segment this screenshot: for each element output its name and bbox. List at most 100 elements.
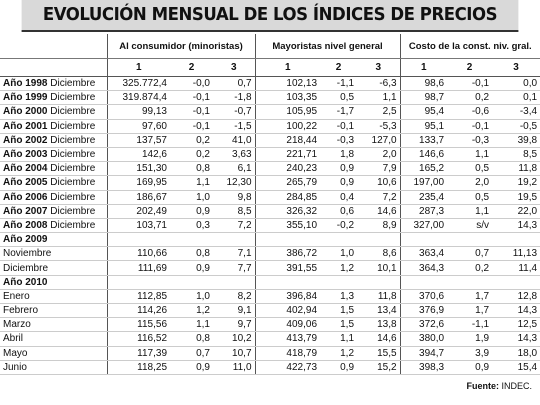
cell: 10,1 xyxy=(357,260,401,276)
cell: 0,9 xyxy=(170,360,213,375)
cell: 10,2 xyxy=(213,331,256,347)
cell: 0,6 xyxy=(320,204,358,219)
price-table: Al consumidor (minoristas) Mayoristas ni… xyxy=(0,34,540,375)
cell: 0,9 xyxy=(170,204,213,219)
cell: 0,8 xyxy=(170,331,213,347)
table-row: Febrero 114,26 1,2 9,1 402,94 1,5 13,4 376,9 1,7… xyxy=(0,303,540,319)
cell: 240,23 xyxy=(254,161,321,177)
cell: 0,5 xyxy=(447,161,493,177)
cell: 142,6 xyxy=(106,147,170,163)
cell: 7,9 xyxy=(357,161,401,177)
cell: 102,13 xyxy=(254,76,321,92)
cell: -0,1 xyxy=(447,76,493,92)
cell: 0,8 xyxy=(170,161,213,177)
sub-header: 1 xyxy=(399,58,448,77)
row-year: Año 2000 xyxy=(3,106,48,118)
sub-header: 1 xyxy=(106,58,170,77)
cell: 376,9 xyxy=(399,303,448,319)
row-month: Diciembre xyxy=(50,120,96,132)
cell: 380,0 xyxy=(399,331,448,347)
sub-header: 1 xyxy=(254,58,321,77)
cell: 7,7 xyxy=(213,260,256,276)
cell: 319.874,4 xyxy=(106,90,170,106)
cell: 363,4 xyxy=(399,246,448,262)
cell: 1,5 xyxy=(320,317,358,333)
cell: 7,1 xyxy=(213,246,256,262)
row-year: Año 2001 xyxy=(3,120,48,132)
table-row: Marzo 115,56 1,1 9,7 409,06 1,5 13,8 372,6 -1,1 1… xyxy=(0,317,540,333)
cell: 1,2 xyxy=(320,260,358,276)
cell: 111,69 xyxy=(106,260,170,276)
cell: -5,3 xyxy=(357,119,401,134)
cell: 14,3 xyxy=(492,331,540,347)
cell: 118,25 xyxy=(106,360,170,375)
cell: 14,6 xyxy=(357,331,401,347)
cell: 1,5 xyxy=(320,303,358,319)
row-label: Año 2004 Diciembre xyxy=(0,161,107,177)
cell: -0,1 xyxy=(170,104,213,120)
cell: 39,8 xyxy=(492,133,540,148)
cell: 116,52 xyxy=(106,331,170,347)
cell: 1,1 xyxy=(447,147,493,163)
cell: 3,63 xyxy=(213,147,256,163)
cell: 235,4 xyxy=(399,190,448,205)
row-month: Marzo xyxy=(3,319,31,331)
cell: -1,1 xyxy=(320,76,358,92)
cell: -1,5 xyxy=(213,119,256,134)
row-label: Año 2002 Diciembre xyxy=(0,133,107,148)
cell: 364,3 xyxy=(399,260,448,276)
row-year: Año 2003 xyxy=(3,149,48,161)
cell: 11,4 xyxy=(492,260,540,276)
cell: 9,8 xyxy=(213,190,256,205)
cell: 103,35 xyxy=(254,90,321,106)
cell: 146,6 xyxy=(399,147,448,163)
cell: 221,71 xyxy=(254,147,321,163)
section-spacer xyxy=(254,232,401,248)
row-month: Diciembre xyxy=(50,191,96,203)
section-spacer xyxy=(399,275,540,290)
cell: 1,9 xyxy=(447,331,493,347)
group-header: Al consumidor (minoristas) xyxy=(106,34,256,59)
cell: 284,85 xyxy=(254,190,321,205)
cell: 13,8 xyxy=(357,317,401,333)
cell: -6,3 xyxy=(357,76,401,92)
cell: 0,5 xyxy=(320,90,358,106)
footer-source: INDEC. xyxy=(501,380,532,391)
cell: -0,3 xyxy=(320,133,358,148)
cell: 8,2 xyxy=(213,289,256,305)
row-label: Diciembre xyxy=(0,260,107,276)
row-label: Junio xyxy=(0,360,107,375)
group-header: Mayoristas nivel general xyxy=(254,34,401,59)
row-month: Diciembre xyxy=(50,205,96,217)
cell: 398,3 xyxy=(399,360,448,375)
table-row: Diciembre 111,69 0,9 7,7 391,55 1,2 10,1 364,3 0… xyxy=(0,260,540,276)
table-row: Año 1998 Diciembre 325.772,4 -0,0 0,7 102,13… xyxy=(0,76,540,92)
row-month: Abril xyxy=(3,333,24,345)
section-label: Año 2009 xyxy=(0,232,107,248)
table-row: Año 2006 Diciembre 186,67 1,0 9,8 284,85 0,4 7… xyxy=(0,190,540,205)
cell: 165,2 xyxy=(399,161,448,177)
cell: 22,0 xyxy=(492,204,540,219)
cell: 370,6 xyxy=(399,289,448,305)
row-month: Diciembre xyxy=(50,163,96,175)
cell: 1,7 xyxy=(447,303,493,319)
row-label: Año 2001 Diciembre xyxy=(0,119,107,134)
row-year: Año 2002 xyxy=(3,134,48,146)
cell: 6,1 xyxy=(213,161,256,177)
cell: 127,0 xyxy=(357,133,401,148)
cell: 1,2 xyxy=(170,303,213,319)
row-label: Año 2007 Diciembre xyxy=(0,204,107,219)
cell: 112,85 xyxy=(106,289,170,305)
cell: -3,4 xyxy=(492,104,540,120)
sub-header: 3 xyxy=(357,58,401,77)
cell: 15,5 xyxy=(357,346,401,361)
row-month: Diciembre xyxy=(50,106,96,118)
cell: 9,1 xyxy=(213,303,256,319)
cell: 386,72 xyxy=(254,246,321,262)
cell: 0,9 xyxy=(320,360,358,375)
cell: 14,6 xyxy=(357,204,401,219)
cell: 1,8 xyxy=(320,147,358,163)
cell: 0,2 xyxy=(447,90,493,106)
sub-header: 2 xyxy=(447,58,493,77)
row-month: Diciembre xyxy=(3,262,49,274)
